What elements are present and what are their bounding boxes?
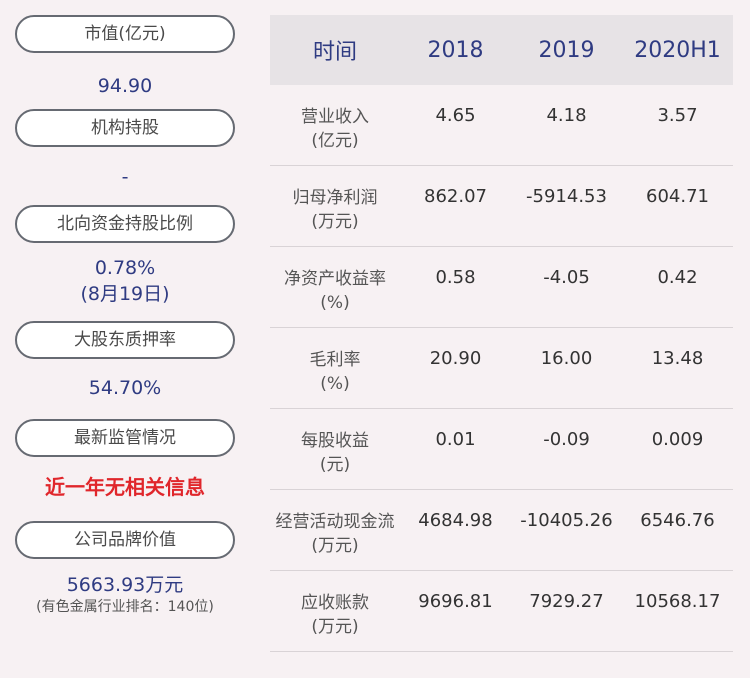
market-cap-value: 94.90 bbox=[97, 75, 153, 97]
table-row: 每股收益 (元) 0.01 -0.09 0.009 bbox=[270, 409, 733, 490]
row-label: 营业收入 (亿元) bbox=[301, 107, 369, 151]
northbound-holding-date: (8月19日) bbox=[80, 283, 170, 305]
table-cell: -4.05 bbox=[543, 267, 590, 288]
regulatory-status-label: 最新监管情况 bbox=[15, 419, 235, 457]
table-cell: 20.90 bbox=[429, 348, 482, 369]
table-cell: 0.42 bbox=[657, 267, 698, 288]
row-label: 经营活动现金流 (万元) bbox=[275, 512, 395, 556]
table-cell: 4.18 bbox=[546, 105, 587, 126]
table-cell: 0.009 bbox=[651, 429, 704, 450]
table-cell: 862.07 bbox=[424, 186, 487, 207]
brand-industry-rank: (有色金属行业排名：140位) bbox=[36, 599, 214, 615]
northbound-holding-value: 0.78% bbox=[94, 257, 156, 279]
table-cell: 13.48 bbox=[651, 348, 704, 369]
northbound-holding-label: 北向资金持股比例 bbox=[15, 205, 235, 243]
row-label: 毛利率 (%) bbox=[309, 350, 361, 394]
table-header: 时间 2018 2019 2020H1 bbox=[270, 15, 733, 85]
row-label: 净资产收益率 (%) bbox=[284, 269, 386, 313]
table-row: 毛利率 (%) 20.90 16.00 13.48 bbox=[270, 328, 733, 409]
header-2019: 2019 bbox=[538, 37, 595, 63]
market-cap-label: 市值(亿元) bbox=[15, 15, 235, 53]
table-cell: -5914.53 bbox=[526, 186, 607, 207]
pledge-rate-label: 大股东质押率 bbox=[15, 321, 235, 359]
brand-value-label: 公司品牌价值 bbox=[15, 521, 235, 559]
table-cell: 604.71 bbox=[646, 186, 709, 207]
financial-table: 时间 2018 2019 2020H1 营业收入 (亿元) 4.65 4.18 3… bbox=[270, 15, 733, 652]
row-label: 归母净利润 (万元) bbox=[292, 188, 378, 232]
table-row: 净资产收益率 (%) 0.58 -4.05 0.42 bbox=[270, 247, 733, 328]
row-label: 应收账款 (万元) bbox=[301, 593, 369, 637]
header-2018: 2018 bbox=[427, 37, 484, 63]
table-cell: 10568.17 bbox=[634, 591, 721, 612]
brand-value: 5663.93万元 bbox=[66, 574, 184, 596]
table-row: 归母净利润 (万元) 862.07 -5914.53 604.71 bbox=[270, 166, 733, 247]
table-cell: 3.57 bbox=[657, 105, 698, 126]
row-label: 每股收益 (元) bbox=[301, 431, 369, 475]
table-cell: 9696.81 bbox=[418, 591, 493, 612]
institution-holding-value: - bbox=[121, 166, 129, 188]
institution-holding-label: 机构持股 bbox=[15, 109, 235, 147]
table-cell: 0.01 bbox=[435, 429, 476, 450]
table-cell: -0.09 bbox=[543, 429, 590, 450]
table-cell: 4684.98 bbox=[418, 510, 493, 531]
table-cell: -10405.26 bbox=[520, 510, 613, 531]
header-time: 时间 bbox=[312, 40, 357, 65]
table-cell: 4.65 bbox=[435, 105, 476, 126]
table-row: 营业收入 (亿元) 4.65 4.18 3.57 bbox=[270, 85, 733, 166]
table-cell: 16.00 bbox=[540, 348, 593, 369]
table-cell: 0.58 bbox=[435, 267, 476, 288]
table-row: 经营活动现金流 (万元) 4684.98 -10405.26 6546.76 bbox=[270, 490, 733, 571]
table-cell: 7929.27 bbox=[529, 591, 604, 612]
header-2020h1: 2020H1 bbox=[634, 37, 721, 63]
regulatory-status-value: 近一年无相关信息 bbox=[45, 475, 205, 499]
table-cell: 6546.76 bbox=[640, 510, 715, 531]
table-row: 应收账款 (万元) 9696.81 7929.27 10568.17 bbox=[270, 571, 733, 652]
pledge-rate-value: 54.70% bbox=[88, 377, 162, 399]
stock-summary-panel: 市值(亿元) 94.90 机构持股 - 北向资金持股比例 0.78% (8月19… bbox=[15, 15, 235, 617]
